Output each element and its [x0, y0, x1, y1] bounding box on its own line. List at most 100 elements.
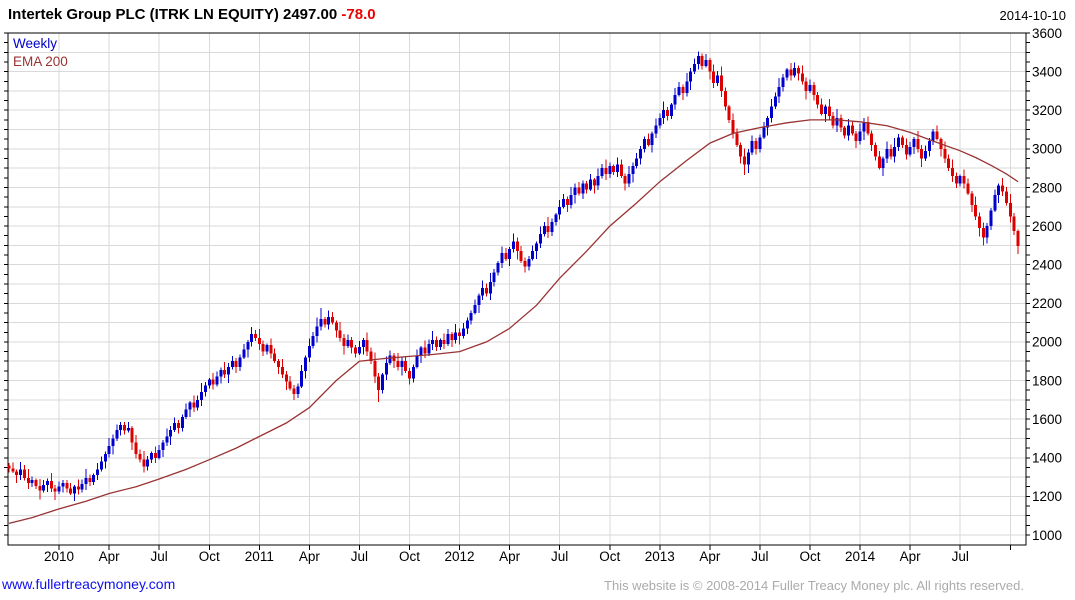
candle-up [319, 318, 323, 327]
candle-up [203, 385, 207, 393]
candle-up [662, 110, 666, 118]
candle-up [689, 71, 693, 82]
candle-down [334, 322, 338, 331]
candle-down [981, 228, 985, 238]
candle-up [300, 370, 304, 387]
y-axis-label: 2800 [1032, 180, 1062, 195]
candle-down [338, 330, 342, 339]
candle-up [885, 148, 889, 159]
y-axis-label: 1000 [1032, 528, 1062, 543]
candle-down [277, 361, 281, 368]
candle-down [1001, 185, 1005, 192]
candle-down [889, 148, 893, 157]
candle-down [623, 175, 627, 184]
candle-up [180, 417, 184, 428]
candle-down [76, 486, 80, 490]
candle-down [796, 67, 800, 74]
candle-down [947, 158, 951, 169]
candle-down [966, 183, 970, 194]
candle-down [288, 381, 292, 389]
candle-down [192, 402, 196, 408]
candle-up [115, 429, 119, 439]
candle-down [373, 361, 377, 377]
candle-down [53, 488, 57, 492]
chart-date: 2014-10-10 [999, 8, 1067, 23]
candle-down [257, 338, 261, 344]
candle-up [989, 210, 993, 227]
x-axis-label: 2011 [245, 549, 274, 564]
candle-up [858, 131, 862, 142]
candle-up [265, 344, 269, 352]
candle-up [908, 146, 912, 155]
candle-down [565, 199, 569, 205]
candle-up [881, 158, 885, 169]
plot-border [7, 32, 1027, 546]
candle-down [916, 139, 920, 149]
candle-down [176, 423, 180, 428]
candle-up [492, 272, 496, 283]
candle-up [465, 320, 469, 329]
y-axis-label: 3400 [1032, 64, 1062, 79]
copyright-text: This website is © 2008-2014 Fuller Treac… [604, 578, 1024, 593]
site-link[interactable]: www.fullertreacymoney.com [2, 576, 176, 592]
candle-down [731, 119, 735, 134]
candle-up [230, 361, 234, 368]
candle-up [573, 187, 577, 196]
candle-down [442, 339, 446, 344]
candle-up [958, 175, 962, 184]
candle-down [515, 241, 519, 252]
candle-up [419, 347, 423, 356]
candle-up [835, 117, 839, 126]
candle-down [485, 287, 489, 294]
candle-up [250, 334, 254, 342]
candle-up [750, 141, 754, 153]
candle-up [84, 478, 88, 484]
candle-up [161, 442, 165, 451]
candle-down [269, 344, 273, 354]
candle-up [985, 226, 989, 238]
candle-down [800, 73, 804, 82]
candle-up [146, 459, 150, 467]
y-axis-label: 1400 [1032, 451, 1062, 466]
candle-down [22, 469, 26, 479]
candle-down [666, 110, 670, 117]
candle-up [793, 67, 797, 76]
candle-up [157, 450, 161, 458]
candle-down [504, 253, 508, 259]
x-axis-label: Jul [952, 549, 969, 564]
candle-up [454, 332, 458, 340]
candle-down [735, 133, 739, 145]
candle-up [531, 251, 535, 259]
x-axis-label: Oct [599, 549, 620, 564]
candle-down [920, 148, 924, 159]
chart-title-text: Intertek Group PLC (ITRK LN EQUITY) 2497… [8, 6, 338, 23]
candle-up [307, 345, 311, 358]
x-axis-label: 2012 [445, 549, 475, 564]
candle-down [434, 339, 438, 347]
candle-up [327, 316, 331, 325]
y-axis-label: 1600 [1032, 412, 1062, 427]
candle-up [773, 96, 777, 107]
candle-down [820, 104, 824, 115]
candle-up [993, 195, 997, 211]
candle-up [558, 206, 562, 215]
candle-up [631, 166, 635, 174]
candle-down [619, 164, 623, 176]
candle-up [246, 341, 250, 350]
legend-interval-label: Weekly [13, 36, 58, 51]
candle-down [1008, 202, 1012, 217]
candle-up [927, 141, 931, 151]
candle-down [261, 343, 265, 352]
candle-down [142, 459, 146, 467]
candle-down [1004, 191, 1008, 203]
candle-up [615, 164, 619, 173]
candle-up [639, 148, 643, 159]
x-axis-label: 2014 [845, 549, 876, 564]
candle-down [11, 468, 15, 472]
candle-down [870, 133, 874, 145]
candle-down [977, 216, 981, 229]
candle-down [273, 353, 277, 362]
candle-up [477, 295, 481, 306]
y-axis-label: 3000 [1032, 142, 1062, 157]
